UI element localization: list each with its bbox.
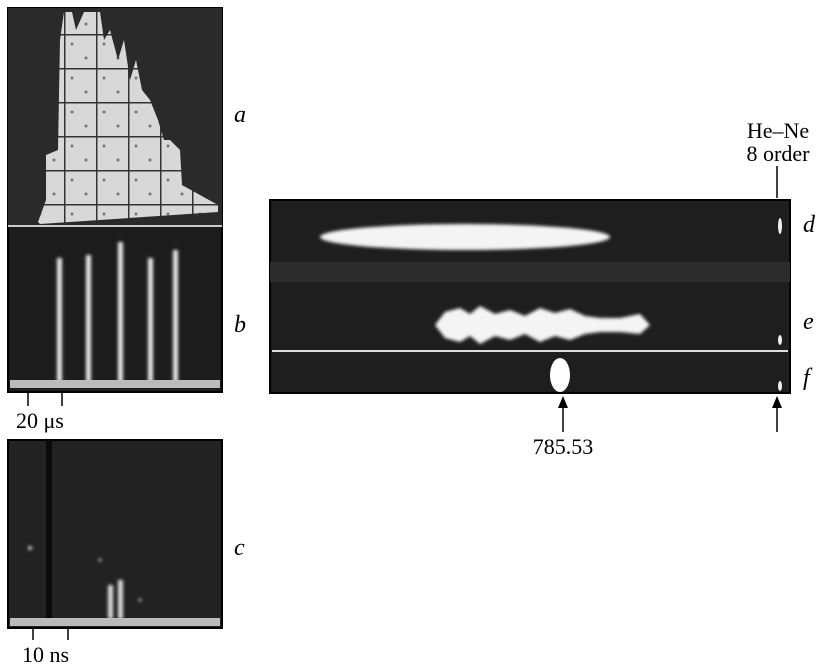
spectrum-f [550, 358, 570, 392]
reference-label: 8 order [747, 141, 811, 166]
panel-label: d [803, 212, 816, 238]
spectrum-d [320, 224, 610, 250]
baseline-b [10, 380, 220, 388]
oscillogram-c [8, 440, 222, 640]
spectrum [270, 200, 790, 393]
oscillogram-ab [8, 8, 222, 406]
panel-label: c [234, 535, 245, 561]
panel-label: e [803, 309, 814, 335]
wavelength-label: 785.53 [533, 434, 594, 459]
panel-label: a [234, 102, 246, 128]
panel-label: b [234, 312, 246, 338]
panel-label: f [803, 365, 813, 391]
time-scale: 20 μs [16, 408, 64, 433]
reference-label: He–Ne [747, 118, 809, 143]
figure: a b c d e f 20 μs 10 ns 785.53 He–Ne 8 o… [0, 0, 820, 667]
time-scale: 10 ns [22, 642, 69, 667]
